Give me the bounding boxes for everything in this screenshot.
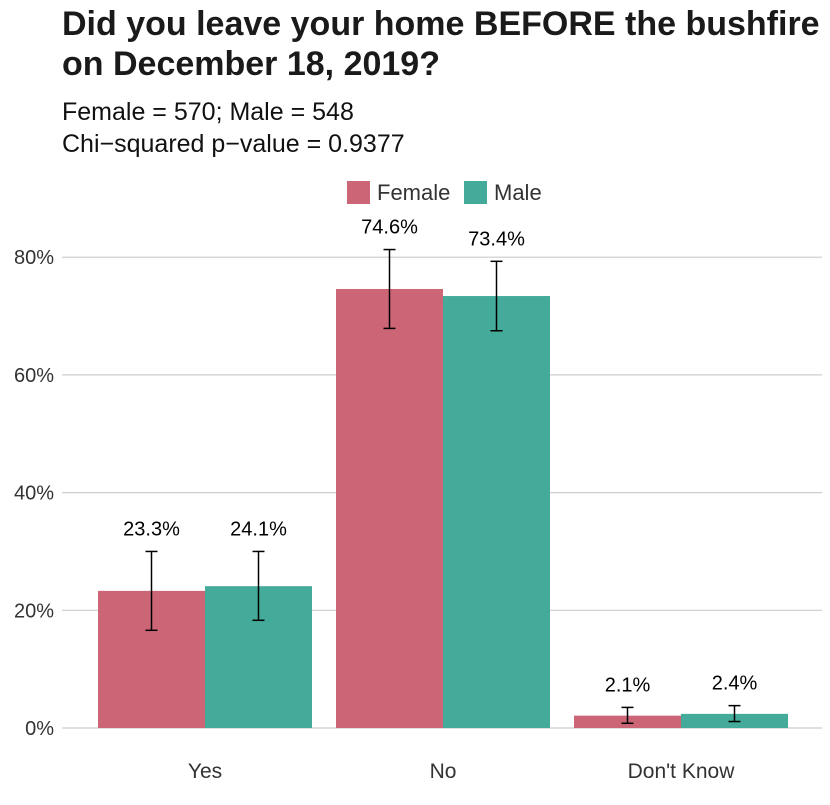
data-label: 2.4% [712,673,758,695]
data-label: 24.1% [230,518,287,540]
data-label: 2.1% [605,674,651,696]
data-label: 23.3% [123,518,180,540]
y-tick-label: 60% [14,365,54,387]
data-label: 74.6% [361,217,418,239]
data-label: 73.4% [468,228,525,250]
x-tick-label: Yes [188,760,222,783]
x-tick-label: Don't Know [628,760,736,783]
sample-size-text: Female = 570; Male = 548 [62,98,354,126]
p-value-text: Chi−squared p−value = 0.9377 [62,130,405,158]
legend-label: Male [494,180,542,205]
y-tick-label: 0% [25,718,54,740]
chart-title: Did you leave your home BEFORE the bushf… [62,5,820,83]
bar [336,288,443,728]
legend-label: Female [377,180,450,205]
legend-swatch [464,181,487,204]
chart-subtitle: Female = 570; Male = 548 Chi−squared p−v… [62,96,405,160]
bar [443,296,550,728]
y-tick-label: 40% [14,483,54,505]
legend-swatch [347,181,370,204]
y-tick-label: 80% [14,247,54,269]
x-tick-label: No [430,760,457,783]
y-tick-label: 20% [14,600,54,622]
